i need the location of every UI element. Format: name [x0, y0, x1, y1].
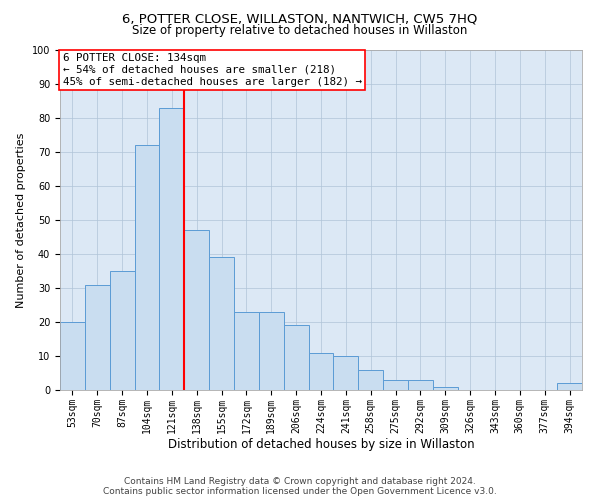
Bar	[308, 352, 334, 390]
Text: 6, POTTER CLOSE, WILLASTON, NANTWICH, CW5 7HQ: 6, POTTER CLOSE, WILLASTON, NANTWICH, CW…	[122, 12, 478, 26]
Bar	[383, 380, 408, 390]
Bar	[358, 370, 383, 390]
Text: 6 POTTER CLOSE: 134sqm
← 54% of detached houses are smaller (218)
45% of semi-de: 6 POTTER CLOSE: 134sqm ← 54% of detached…	[62, 54, 362, 86]
Bar	[259, 312, 284, 390]
X-axis label: Distribution of detached houses by size in Willaston: Distribution of detached houses by size …	[167, 438, 475, 452]
Bar	[408, 380, 433, 390]
Bar	[134, 145, 160, 390]
Bar	[160, 108, 184, 390]
Bar	[334, 356, 358, 390]
Bar	[209, 258, 234, 390]
Y-axis label: Number of detached properties: Number of detached properties	[16, 132, 26, 308]
Bar	[433, 386, 458, 390]
Bar	[557, 383, 582, 390]
Bar	[184, 230, 209, 390]
Bar	[110, 271, 134, 390]
Bar	[284, 326, 308, 390]
Bar	[85, 284, 110, 390]
Bar	[234, 312, 259, 390]
Text: Contains HM Land Registry data © Crown copyright and database right 2024.
Contai: Contains HM Land Registry data © Crown c…	[103, 476, 497, 496]
Text: Size of property relative to detached houses in Willaston: Size of property relative to detached ho…	[133, 24, 467, 37]
Bar	[60, 322, 85, 390]
